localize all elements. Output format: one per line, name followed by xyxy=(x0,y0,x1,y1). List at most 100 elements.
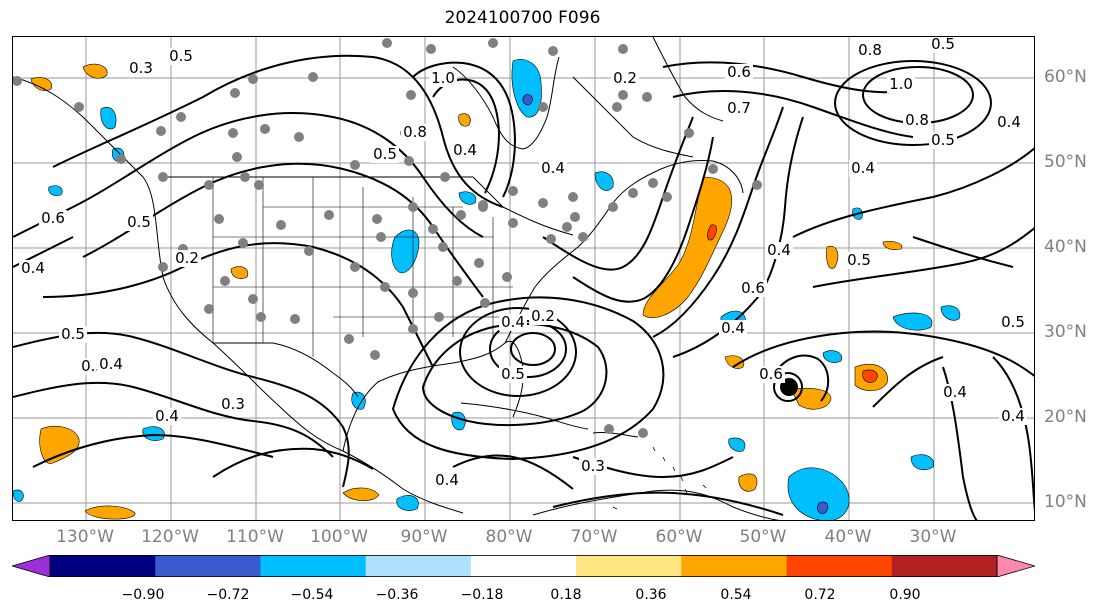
blue-fill-subtrop xyxy=(822,350,843,363)
contour-label: 1.0 xyxy=(431,69,455,87)
orange-fill-wus xyxy=(230,266,249,279)
contour-label-bg xyxy=(929,37,957,53)
blue-fill-pacific-w xyxy=(48,185,63,196)
contour-label: 0.5 xyxy=(931,37,955,53)
contour-label: 0.6 xyxy=(727,63,751,81)
lon-label: 110°W xyxy=(226,527,284,547)
contour-label-bg xyxy=(539,160,567,177)
contour-label-bg xyxy=(941,384,969,401)
contour-label: 0.5 xyxy=(373,145,397,163)
contour-label: 0.5 xyxy=(169,47,193,65)
blue-fill-southatl-dark xyxy=(817,501,829,514)
coast-labrador xyxy=(572,76,694,158)
lat-label: 20°N xyxy=(1044,407,1087,427)
contour-label-bg xyxy=(739,280,767,297)
orange-fill-alaska xyxy=(82,63,108,79)
colorbar-tick: −0.36 xyxy=(375,587,419,603)
coast-west-na xyxy=(13,76,464,514)
contour-label: 0.5 xyxy=(931,131,955,149)
contour-label: 0.2 xyxy=(613,69,637,87)
lon-label: 30°W xyxy=(909,527,957,547)
colorbar-tick: 0.72 xyxy=(804,587,836,603)
contour-label-bg xyxy=(765,242,793,259)
coast-greenland xyxy=(652,37,724,122)
lon-label: 40°W xyxy=(824,527,872,547)
contour-label: 0.5 xyxy=(847,251,871,269)
colorbar-swatch xyxy=(470,555,577,577)
colorbar-tick: −0.90 xyxy=(121,587,165,603)
anomaly-fills xyxy=(13,59,961,520)
contour-label-bg xyxy=(929,132,957,149)
lat-label: 50°N xyxy=(1044,152,1087,172)
coast-cuba xyxy=(460,402,589,430)
contour-label-bg xyxy=(433,472,461,489)
contour-label: 0.4 xyxy=(851,159,875,177)
contour-label-bg xyxy=(39,210,67,227)
lon-label: 120°W xyxy=(141,527,199,547)
colorbar xyxy=(10,554,1037,578)
contour-label-bg xyxy=(429,70,457,87)
coast-hispaniola xyxy=(592,432,639,438)
contour-label-bg xyxy=(173,250,201,267)
orange-fill-pacific-s xyxy=(84,505,136,520)
colorbar-extend-max xyxy=(996,554,1037,578)
lon-label: 50°W xyxy=(739,527,787,547)
red-fill-atlantic-band xyxy=(707,224,717,241)
contour-label-bg xyxy=(371,146,399,163)
contour-label-bg xyxy=(995,114,1023,131)
colorbar-swatch xyxy=(260,555,367,577)
contour-label: 0.4 xyxy=(155,407,179,425)
contour-label-bg xyxy=(849,160,877,177)
contour-label: 0.8 xyxy=(858,41,882,59)
blue-fill-southatl xyxy=(787,467,850,520)
lon-label: 90°W xyxy=(400,527,448,547)
colorbar-swatch xyxy=(786,555,893,577)
blue-fill-gulf-of-mexico xyxy=(351,391,366,410)
contour-label-bg xyxy=(97,356,125,373)
contour-label-bg xyxy=(719,320,747,337)
colorbar-tick: −0.72 xyxy=(206,587,250,603)
colorbar-swatch xyxy=(50,555,156,577)
contours xyxy=(13,54,1034,520)
contour-label: 0.4 xyxy=(943,383,967,401)
contour-label: 0.3 xyxy=(221,395,245,413)
lon-label: 60°W xyxy=(655,527,703,547)
lon-label: 130°W xyxy=(56,527,114,547)
lon-label: 100°W xyxy=(310,527,368,547)
colorbar-tick: 0.90 xyxy=(889,587,921,603)
contour-label: 0.5 xyxy=(1001,313,1025,331)
contour-label-bg xyxy=(611,70,639,87)
contour-label-bg xyxy=(499,314,527,331)
orange-fill-atlantic-band xyxy=(642,176,732,318)
blue-fill-hudson-dark xyxy=(522,94,533,106)
orange-fill-caribbean-e xyxy=(738,473,758,492)
orange-fill-pacific-sw xyxy=(39,426,80,464)
colorbar-swatch xyxy=(155,555,261,577)
map-panel: 0.5 0.3 1.0 0.8 0.5 0.4 0.6 0.7 1.0 0.8 0.5 0.4 0.4 0… xyxy=(12,36,1035,521)
contour-label-bg xyxy=(167,48,195,65)
contour-labels: 0.50.31.00.80.50.40.60.71.00.80.50.40.40… xyxy=(19,37,1027,489)
contour-label-bg xyxy=(579,458,607,475)
contour-label-bg xyxy=(499,366,527,383)
lat-label: 10°N xyxy=(1044,492,1087,512)
contour-label: 0.4 xyxy=(99,355,123,373)
blue-fill-small-pacific xyxy=(13,489,24,502)
contour-label: 0.6 xyxy=(41,209,65,227)
contour-label: 0.4 xyxy=(721,319,745,337)
contour-label: 0.8 xyxy=(403,123,427,141)
contour-label: 0.7 xyxy=(727,99,751,117)
blue-fill-quebec xyxy=(458,191,477,205)
blue-fill-atlantic-e xyxy=(892,312,933,331)
contour-label: 0.4 xyxy=(1001,407,1025,425)
blue-fill-e-caribbean xyxy=(910,454,934,470)
contour-label-bg xyxy=(903,112,931,129)
red-fill-east xyxy=(862,369,878,383)
colorbar-swatch xyxy=(681,555,788,577)
orange-fill-mexico xyxy=(342,487,380,502)
blue-fill-newfoundland xyxy=(594,171,614,191)
island-chain xyxy=(612,446,707,510)
contour-label: 0.8 xyxy=(905,111,929,129)
colorbar-swatch xyxy=(891,555,998,577)
colorbar-extend-min xyxy=(10,554,51,578)
map-canvas: 0.50.31.00.80.50.40.60.71.00.80.50.40.40… xyxy=(13,37,1034,520)
